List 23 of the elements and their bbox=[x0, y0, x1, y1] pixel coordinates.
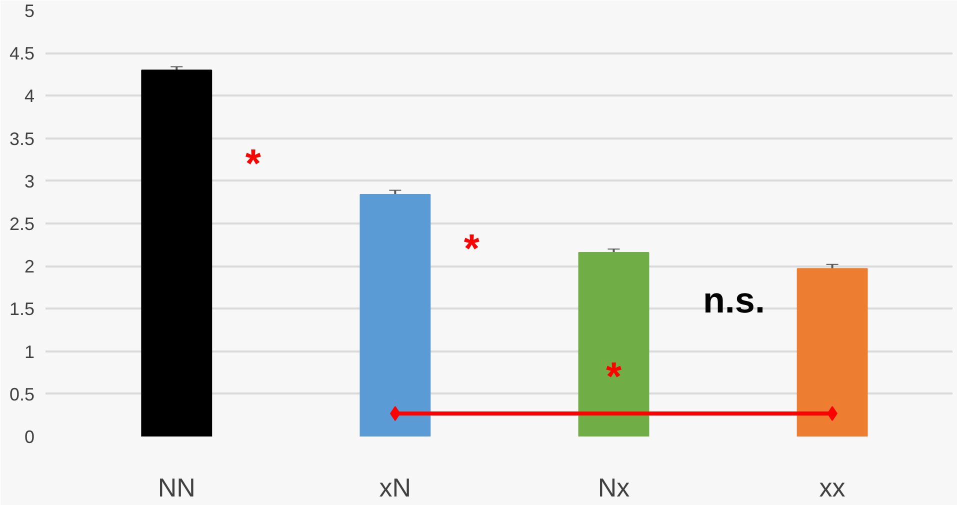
y-tick-label: 4 bbox=[24, 86, 35, 106]
y-tick-label: 3 bbox=[24, 171, 35, 192]
y-tick-label: 5 bbox=[24, 1, 35, 21]
annotation: * bbox=[245, 142, 262, 186]
bar bbox=[796, 268, 868, 436]
y-tick-label: 2 bbox=[24, 256, 35, 277]
annotation: n.s. bbox=[702, 280, 765, 321]
x-tick-label: Nx bbox=[598, 472, 630, 502]
y-tick-label: 1.5 bbox=[9, 299, 35, 320]
y-tick-label: 3.5 bbox=[9, 128, 35, 149]
y-tick-label: 4.5 bbox=[9, 44, 35, 64]
y-tick-label: 2.5 bbox=[9, 214, 35, 234]
annotation: * bbox=[464, 227, 480, 272]
y-tick-label: 1 bbox=[24, 342, 35, 362]
x-tick-label: xx bbox=[819, 472, 846, 502]
y-tick-label: 0 bbox=[24, 427, 35, 447]
y-tick-label: 0.5 bbox=[9, 384, 35, 404]
x-tick-label: NN bbox=[158, 472, 196, 502]
x-tick-label: xN bbox=[379, 472, 412, 502]
bar bbox=[578, 252, 650, 436]
annotation: * bbox=[606, 354, 622, 399]
bar bbox=[141, 70, 212, 436]
bar bbox=[360, 194, 431, 436]
